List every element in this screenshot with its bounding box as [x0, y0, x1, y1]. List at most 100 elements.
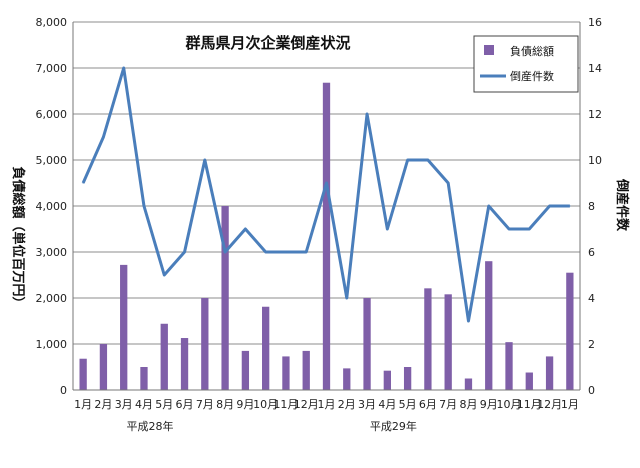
- ytick-right: 10: [588, 154, 602, 167]
- bar-debt-15: [383, 370, 391, 390]
- bar-debt-6: [201, 298, 209, 390]
- ytick-right: 2: [588, 338, 595, 351]
- bar-debt-14: [363, 298, 371, 390]
- bar-debt-21: [505, 342, 513, 390]
- ylabel-left: 負債総額（単位百万円）: [10, 166, 26, 309]
- year-label-0: 平成28年: [126, 419, 173, 433]
- point-bankruptcies-7: [224, 251, 226, 253]
- point-bankruptcies-20: [488, 205, 490, 207]
- bar-debt-12: [322, 82, 331, 390]
- ytick-right: 8: [588, 200, 595, 213]
- bar-debt-7: [221, 206, 229, 390]
- xtick-4: 5月: [155, 398, 173, 411]
- bar-debt-22: [525, 372, 533, 390]
- point-bankruptcies-24: [569, 205, 571, 207]
- point-bankruptcies-12: [325, 182, 328, 184]
- xtick-12: 1月: [318, 398, 336, 411]
- xtick-3: 4月: [135, 398, 153, 411]
- point-bankruptcies-18: [447, 182, 449, 184]
- year-label-1: 平成29年: [370, 419, 417, 433]
- bar-layer: [79, 82, 574, 390]
- point-bankruptcies-14: [366, 113, 368, 115]
- xtick-8: 9月: [236, 398, 254, 411]
- point-bankruptcies-0: [82, 182, 84, 184]
- bar-debt-5: [180, 338, 189, 390]
- point-bankruptcies-8: [244, 228, 246, 230]
- ytick-right: 16: [588, 16, 602, 29]
- xtick-10: 11月: [273, 398, 298, 411]
- ytick-right: 6: [588, 246, 595, 259]
- ytick-left: 8,000: [36, 16, 68, 29]
- point-bankruptcies-19: [467, 320, 470, 322]
- xtick-20: 9月: [480, 398, 498, 411]
- bar-debt-13: [343, 368, 351, 390]
- chart-title: 群馬県月次企業倒産状況: [185, 34, 350, 52]
- point-bankruptcies-21: [508, 228, 510, 230]
- bar-debt-10: [282, 356, 290, 390]
- bar-debt-9: [262, 306, 270, 390]
- point-bankruptcies-2: [123, 67, 125, 69]
- legend-label-bar: 負債総額: [510, 44, 554, 58]
- ytick-right: 0: [588, 384, 595, 397]
- point-bankruptcies-23: [548, 205, 551, 207]
- line-layer: [81, 66, 571, 323]
- point-bankruptcies-10: [285, 251, 287, 253]
- xtick-13: 2月: [338, 398, 356, 411]
- bar-debt-11: [302, 350, 310, 390]
- xtick-22: 11月: [517, 398, 542, 411]
- point-bankruptcies-11: [305, 251, 307, 253]
- ytick-left: 2,000: [36, 292, 68, 305]
- ytick-left: 4,000: [36, 200, 68, 213]
- legend: 負債総額 倒産件数: [473, 35, 579, 93]
- bar-debt-4: [160, 323, 168, 390]
- xtick-14: 3月: [358, 398, 376, 411]
- bar-debt-23: [545, 356, 554, 390]
- bar-debt-17: [424, 288, 432, 390]
- xtick-17: 6月: [419, 398, 437, 411]
- xtick-5: 6月: [176, 398, 194, 411]
- point-bankruptcies-3: [143, 205, 145, 207]
- bar-debt-8: [241, 350, 250, 390]
- legend-label-line: 倒産件数: [510, 70, 554, 83]
- bar-debt-18: [444, 294, 452, 390]
- bar-debt-1: [99, 344, 108, 390]
- ylabel-right: 倒産件数: [614, 178, 630, 232]
- bar-debt-2: [120, 264, 128, 390]
- ytick-right: 14: [588, 62, 602, 75]
- xtick-1: 2月: [94, 398, 112, 411]
- ytick-left: 3,000: [36, 246, 68, 259]
- ytick-right: 12: [588, 108, 602, 121]
- point-bankruptcies-16: [407, 159, 409, 161]
- bar-debt-24: [566, 272, 574, 390]
- xtick-0: 1月: [74, 398, 92, 411]
- point-bankruptcies-5: [183, 251, 186, 253]
- point-bankruptcies-4: [163, 274, 165, 276]
- bar-debt-3: [140, 367, 148, 390]
- bar-debt-0: [79, 358, 87, 390]
- xtick-16: 5月: [399, 398, 417, 411]
- xtick-24: 1月: [561, 398, 579, 411]
- bar-debt-16: [403, 367, 412, 390]
- point-bankruptcies-13: [346, 297, 348, 299]
- xtick-18: 7月: [439, 398, 457, 411]
- text-layer: 0 0 1,000 2 2,000 4 3,000 6 4,000 8 5,000 10 6,000 12…: [36, 16, 603, 433]
- point-bankruptcies-6: [204, 159, 206, 161]
- xtick-21: 10月: [497, 398, 522, 411]
- xtick-6: 7月: [196, 398, 214, 411]
- point-bankruptcies-1: [102, 136, 105, 138]
- ytick-left: 7,000: [36, 62, 68, 75]
- xtick-9: 10月: [253, 398, 278, 411]
- ytick-left: 1,000: [36, 338, 68, 351]
- xtick-15: 4月: [378, 398, 396, 411]
- ytick-left: 0: [60, 384, 67, 397]
- xtick-7: 8月: [216, 398, 234, 411]
- legend-swatch-bar: [484, 45, 494, 55]
- bar-debt-19: [464, 378, 473, 390]
- ytick-left: 5,000: [36, 154, 68, 167]
- point-bankruptcies-22: [528, 228, 530, 230]
- point-bankruptcies-15: [386, 228, 388, 230]
- xtick-19: 8月: [459, 398, 477, 411]
- xtick-11: 12月: [294, 398, 319, 411]
